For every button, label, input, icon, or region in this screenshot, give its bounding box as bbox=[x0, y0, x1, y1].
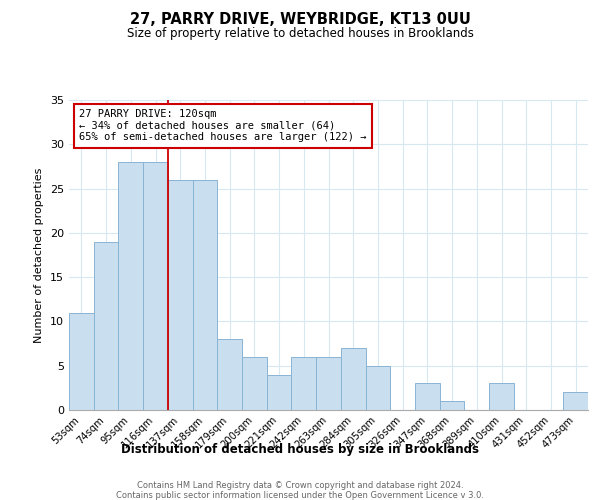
Bar bbox=[94, 242, 118, 410]
Bar bbox=[341, 348, 365, 410]
Bar bbox=[489, 384, 514, 410]
Bar bbox=[168, 180, 193, 410]
Bar bbox=[292, 357, 316, 410]
Bar bbox=[143, 162, 168, 410]
Bar bbox=[440, 401, 464, 410]
Bar bbox=[193, 180, 217, 410]
Bar bbox=[242, 357, 267, 410]
Text: Distribution of detached houses by size in Brooklands: Distribution of detached houses by size … bbox=[121, 442, 479, 456]
Text: Contains public sector information licensed under the Open Government Licence v : Contains public sector information licen… bbox=[116, 491, 484, 500]
Bar bbox=[415, 384, 440, 410]
Bar bbox=[267, 374, 292, 410]
Bar bbox=[316, 357, 341, 410]
Bar bbox=[69, 312, 94, 410]
Text: Contains HM Land Registry data © Crown copyright and database right 2024.: Contains HM Land Registry data © Crown c… bbox=[137, 481, 463, 490]
Bar bbox=[365, 366, 390, 410]
Bar bbox=[118, 162, 143, 410]
Bar bbox=[217, 339, 242, 410]
Y-axis label: Number of detached properties: Number of detached properties bbox=[34, 168, 44, 342]
Bar bbox=[563, 392, 588, 410]
Text: 27, PARRY DRIVE, WEYBRIDGE, KT13 0UU: 27, PARRY DRIVE, WEYBRIDGE, KT13 0UU bbox=[130, 12, 470, 28]
Text: Size of property relative to detached houses in Brooklands: Size of property relative to detached ho… bbox=[127, 28, 473, 40]
Text: 27 PARRY DRIVE: 120sqm
← 34% of detached houses are smaller (64)
65% of semi-det: 27 PARRY DRIVE: 120sqm ← 34% of detached… bbox=[79, 110, 367, 142]
